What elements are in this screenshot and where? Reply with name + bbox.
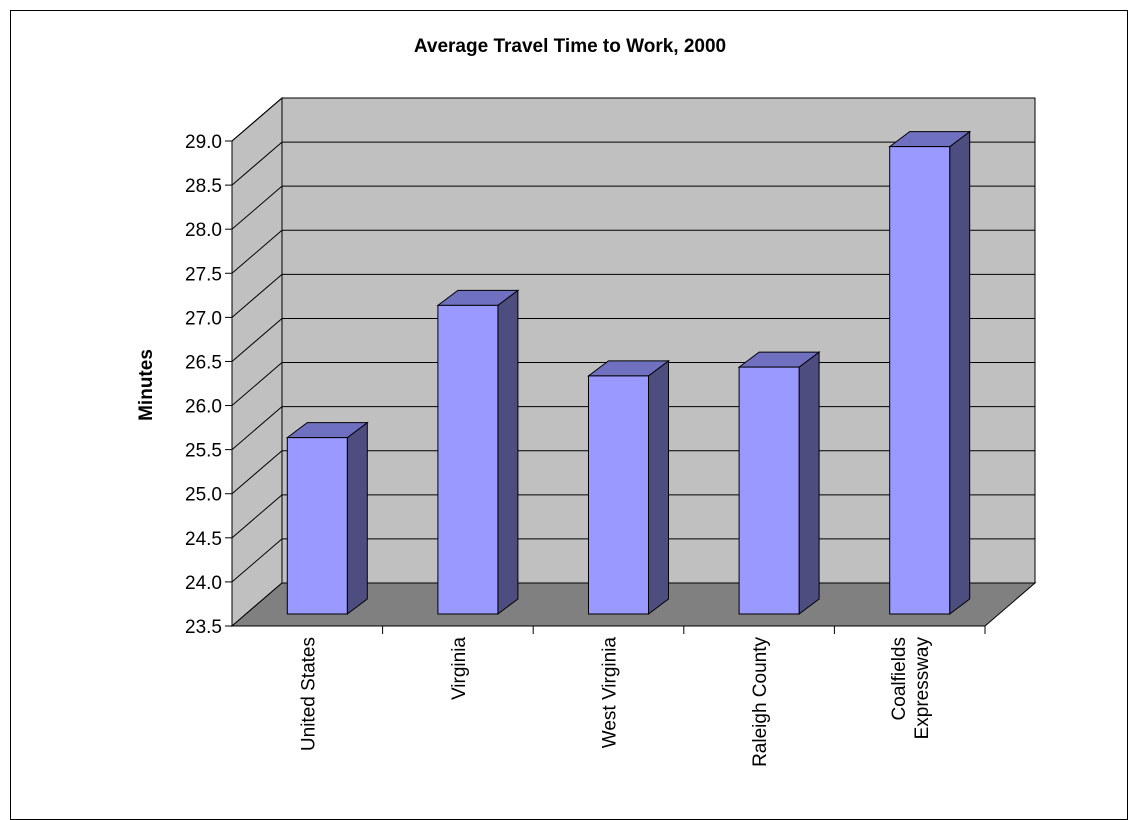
bar-side <box>798 351 820 615</box>
chart-title: Average Travel Time to Work, 2000 <box>414 36 726 57</box>
gridline <box>231 229 1035 274</box>
gridline <box>231 141 1035 186</box>
axis-labels: 23.5 24.0 24.5 25.0 25.5 26.0 26.5 27.0 27.5 28.0… <box>185 132 933 767</box>
bars <box>285 130 972 615</box>
bar-0 <box>285 421 369 615</box>
y-tick-label: 28.5 <box>185 176 222 197</box>
side-wall <box>231 96 283 628</box>
y-tick-label: 26.0 <box>185 397 222 418</box>
bar-front <box>588 375 649 615</box>
bar-front <box>738 366 800 615</box>
bar-side <box>497 289 519 615</box>
y-tick-label: 23.5 <box>185 617 222 638</box>
bar-3 <box>737 351 821 615</box>
y-tick-label: 28.0 <box>185 220 222 241</box>
gridline <box>231 273 1035 318</box>
bar-side <box>949 130 971 615</box>
bar-4 <box>888 130 972 615</box>
y-tick-label: 26.5 <box>185 352 222 373</box>
bar-front <box>437 304 499 615</box>
chart-axes <box>225 140 986 634</box>
y-tick-label: 29.0 <box>185 132 222 153</box>
y-tick-label: 27.5 <box>185 264 222 285</box>
gridlines <box>231 97 1035 583</box>
x-tick-label: Raleigh County <box>750 637 771 767</box>
gridline <box>231 185 1035 230</box>
bar-front <box>286 437 348 615</box>
y-tick-label: 25.0 <box>185 485 222 506</box>
x-tick-label: Coalfields <box>889 637 910 720</box>
bar-front <box>889 146 951 615</box>
x-tick-label: United States <box>298 637 319 751</box>
y-tick-label: 24.0 <box>185 573 222 594</box>
gridline <box>231 97 1035 142</box>
bar-2 <box>587 359 670 615</box>
bar-1 <box>436 289 520 615</box>
x-tick-label: Virginia <box>449 637 470 700</box>
bar-side <box>648 359 669 615</box>
gridline <box>231 317 1035 362</box>
x-tick-label: Expressway <box>912 637 933 740</box>
y-tick-label: 27.0 <box>185 308 222 329</box>
x-tick-label: West Virginia <box>600 637 621 749</box>
y-tick-label: 25.5 <box>185 441 222 462</box>
bar-side <box>346 421 368 615</box>
y-tick-label: 24.5 <box>185 529 222 550</box>
y-axis-label: Minutes <box>136 349 157 421</box>
